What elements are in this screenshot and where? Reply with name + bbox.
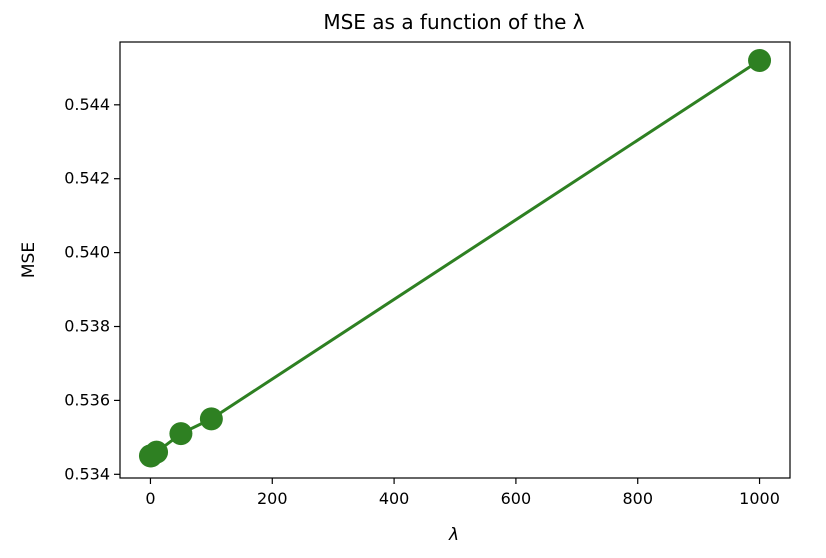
data-point	[169, 422, 193, 446]
x-tick-label: 200	[257, 489, 288, 508]
x-tick-label: 0	[145, 489, 155, 508]
y-tick-label: 0.540	[64, 243, 110, 262]
y-tick-label: 0.544	[64, 95, 110, 114]
y-axis: 0.534 0.536 0.538 0.540 0.542 0.544	[64, 95, 120, 483]
chart-title: MSE as a function of the λ	[323, 10, 584, 34]
y-tick-label: 0.534	[64, 464, 110, 483]
y-tick-label: 0.538	[64, 317, 110, 336]
series-group	[138, 48, 772, 468]
x-axis-label: λ	[448, 525, 459, 545]
x-tick-label: 400	[379, 489, 410, 508]
x-tick-label: 600	[501, 489, 532, 508]
x-tick-label: 1000	[739, 489, 780, 508]
data-point	[199, 407, 223, 431]
axes-frame	[119, 41, 791, 479]
x-tick-label: 800	[622, 489, 653, 508]
y-tick-label: 0.542	[64, 169, 110, 188]
data-point	[748, 48, 772, 72]
plot-area	[119, 41, 791, 479]
y-tick-label: 0.536	[64, 390, 110, 409]
x-axis: 0 200 400 600 800 1000	[145, 478, 780, 508]
series-line	[149, 59, 761, 458]
y-axis-label: MSE	[19, 242, 39, 278]
data-point	[145, 440, 169, 464]
